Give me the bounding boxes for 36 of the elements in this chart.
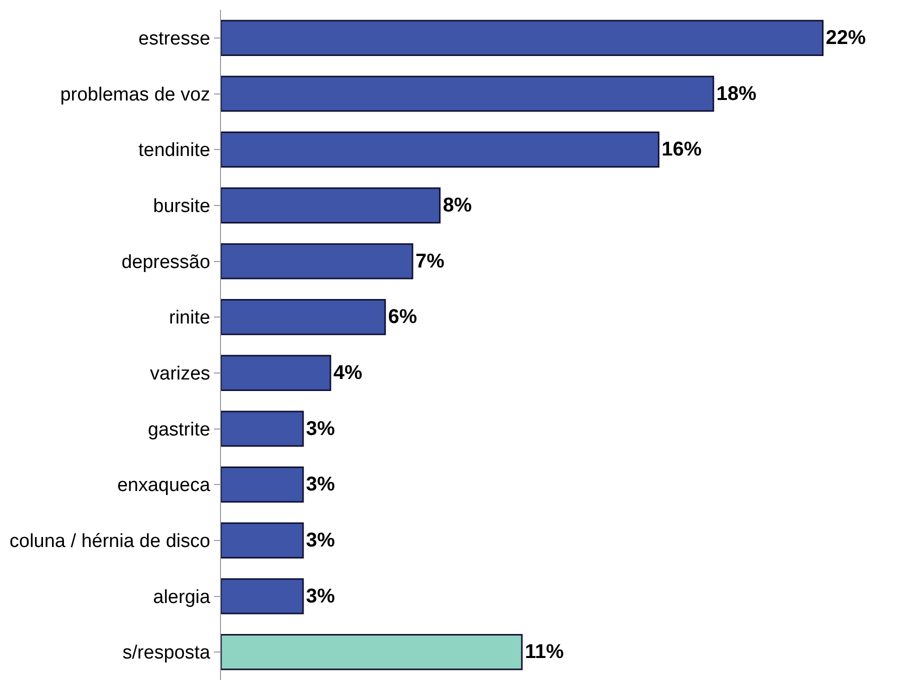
- y-tick-label: varizes: [150, 364, 210, 385]
- bar: [221, 76, 714, 112]
- data-label: 3%: [306, 529, 336, 552]
- bar: [221, 410, 304, 447]
- data-label: 3%: [306, 474, 336, 496]
- bar: [221, 466, 304, 503]
- data-label: 18%: [716, 82, 757, 105]
- bar: [221, 578, 304, 614]
- bar: [221, 299, 386, 336]
- y-tick-label: enxaqueca: [117, 475, 211, 496]
- data-label: 8%: [442, 194, 472, 216]
- y-tick-label: estresse: [138, 28, 210, 50]
- y-tick-label: gastrite: [148, 419, 210, 440]
- bar: [221, 243, 414, 280]
- data-label: 3%: [306, 418, 336, 440]
- bar: [221, 522, 304, 558]
- data-label: 22%: [826, 26, 866, 49]
- y-tick-label: problemas de voz: [60, 84, 210, 106]
- bar: [221, 132, 660, 168]
- y-tick-label: rinite: [169, 308, 210, 329]
- y-tick-label: tendinite: [138, 140, 210, 162]
- bar: [221, 354, 332, 391]
- bar: [221, 634, 523, 670]
- y-tick-label: s/resposta: [122, 642, 211, 664]
- data-label: 11%: [524, 641, 564, 664]
- bar: [221, 20, 824, 56]
- data-label: 4%: [333, 362, 363, 384]
- data-label: 3%: [306, 585, 336, 608]
- data-label: 6%: [388, 306, 418, 328]
- bar: [221, 187, 441, 224]
- data-label: 7%: [415, 250, 445, 272]
- y-tick-label: bursite: [153, 196, 210, 218]
- y-tick-label: coluna / hérnia de disco: [10, 531, 210, 552]
- y-tick-label: depressão: [121, 252, 210, 273]
- y-tick-label: alergia: [153, 586, 211, 608]
- data-label: 16%: [662, 138, 702, 161]
